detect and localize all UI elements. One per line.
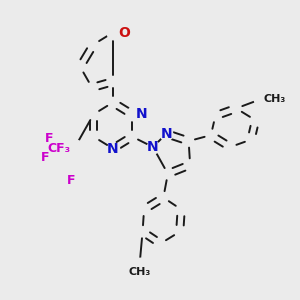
Text: CH₃: CH₃ xyxy=(128,267,151,277)
Text: N: N xyxy=(136,107,147,121)
Text: F: F xyxy=(67,174,76,187)
Text: F: F xyxy=(40,151,49,164)
Text: N: N xyxy=(107,142,119,155)
Text: CF₃: CF₃ xyxy=(47,142,70,155)
Text: F: F xyxy=(45,132,53,145)
Text: N: N xyxy=(160,127,172,141)
Text: N: N xyxy=(147,140,159,154)
Text: O: O xyxy=(118,26,130,40)
Text: CH₃: CH₃ xyxy=(263,94,286,104)
